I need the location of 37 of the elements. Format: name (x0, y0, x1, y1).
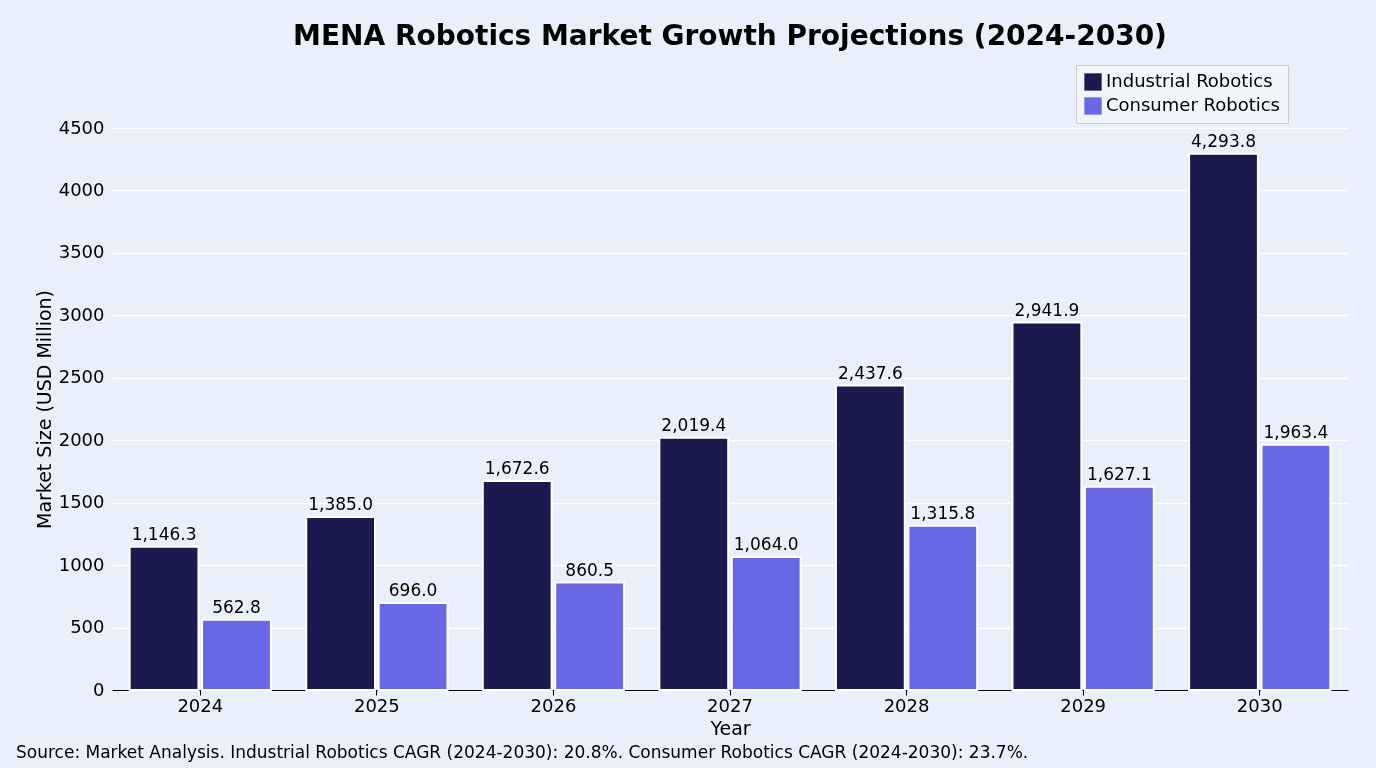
x-tick-label: 2030 (1236, 694, 1283, 716)
legend-label: Consumer Robotics (1106, 94, 1280, 115)
data-label: 1,385.0 (308, 494, 374, 515)
x-tick-label: 2029 (1060, 694, 1107, 716)
x-tick-label: 2025 (353, 694, 400, 716)
y-tick-label: 3500 (58, 241, 105, 263)
y-tick-label: 4000 (58, 178, 105, 200)
y-tick-label: 0 (93, 678, 105, 700)
x-axis-title: Year (709, 716, 751, 739)
data-label: 1,963.4 (1263, 421, 1329, 442)
x-tick-label: 2027 (707, 694, 753, 716)
y-tick-label: 2000 (58, 428, 105, 450)
data-label: 2,941.9 (1014, 299, 1080, 320)
y-tick-label: 3000 (58, 303, 105, 325)
data-label: 4,293.8 (1191, 130, 1256, 151)
x-tick-label: 2026 (530, 694, 577, 716)
y-axis-title: Market Size (USD Million) (32, 289, 55, 530)
x-tick-label: 2028 (883, 694, 930, 716)
y-tick-label: 500 (70, 616, 105, 638)
data-label: 2,437.6 (837, 362, 903, 383)
y-tick-label: 4500 (58, 116, 105, 138)
x-tick-label: 2024 (177, 694, 224, 716)
data-label: 1,672.6 (484, 458, 550, 479)
data-label: 562.8 (212, 596, 261, 617)
legend-label: Industrial Robotics (1106, 70, 1273, 91)
source-note: Source: Market Analysis. Industrial Robotics CAGR (2024-2030): 20.8%. Consumer Robotics CAGR (2024-2030): 23.7%. (16, 742, 1029, 762)
data-label: 1,146.3 (131, 523, 197, 544)
data-label: 1,627.1 (1086, 463, 1152, 484)
data-label: 696.0 (388, 580, 438, 601)
data-label: 2,019.4 (661, 414, 727, 435)
chart-title: MENA Robotics Market Growth Projections (2024-2030) (293, 18, 1167, 52)
y-tick-label: 2500 (58, 366, 105, 388)
y-tick-label: 1000 (58, 553, 105, 575)
data-label: 860.5 (565, 559, 614, 580)
data-label: 1,315.8 (910, 502, 976, 523)
data-label: 1,064.0 (733, 534, 799, 555)
y-tick-label: 1500 (58, 491, 105, 513)
